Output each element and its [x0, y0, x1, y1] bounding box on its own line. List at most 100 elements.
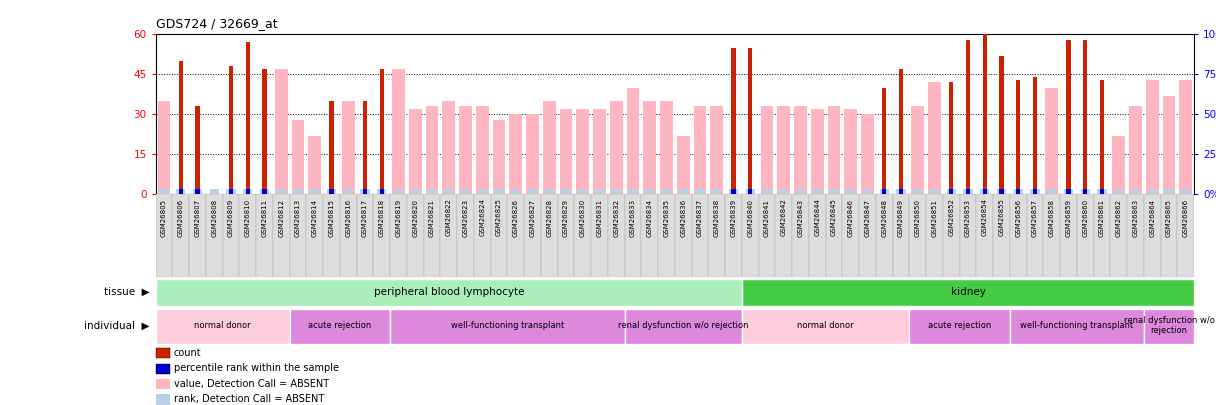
Bar [779, 189, 788, 194]
Bar [1064, 189, 1073, 194]
Bar [761, 107, 773, 194]
Text: individual  ▶: individual ▶ [84, 321, 150, 331]
Bar [899, 69, 903, 194]
Text: GSM26819: GSM26819 [395, 198, 401, 237]
Bar [330, 101, 333, 194]
Bar [1000, 189, 1003, 194]
Bar [844, 109, 857, 194]
Bar [1046, 88, 1058, 194]
Bar [843, 194, 860, 277]
Text: GSM26864: GSM26864 [1149, 198, 1155, 237]
Bar [390, 194, 407, 277]
Bar [731, 189, 736, 194]
Bar [997, 189, 1006, 194]
Bar [1177, 194, 1194, 277]
Bar [1032, 189, 1037, 194]
Bar [1081, 189, 1090, 194]
Bar [646, 189, 654, 194]
Bar [626, 88, 640, 194]
Bar [1077, 194, 1093, 277]
Bar [950, 83, 953, 194]
Bar [1083, 189, 1087, 194]
Text: GSM26848: GSM26848 [882, 198, 888, 237]
Bar [993, 194, 1009, 277]
Bar [562, 189, 570, 194]
Bar [323, 194, 340, 277]
Bar [966, 40, 970, 194]
Bar [524, 194, 541, 277]
Bar [1083, 40, 1087, 194]
Text: GSM26821: GSM26821 [429, 198, 435, 237]
Bar [342, 101, 355, 194]
Bar [1130, 107, 1142, 194]
Bar [677, 136, 689, 194]
Text: GSM26860: GSM26860 [1082, 198, 1088, 237]
Bar [777, 107, 790, 194]
Bar [545, 189, 553, 194]
Text: GSM26851: GSM26851 [931, 198, 938, 237]
Bar [340, 194, 356, 277]
Bar [260, 189, 269, 194]
Bar [1026, 194, 1043, 277]
Bar [1009, 309, 1144, 343]
Text: normal donor: normal donor [195, 321, 250, 330]
Bar [444, 189, 454, 194]
Bar [558, 194, 574, 277]
Text: GSM26835: GSM26835 [664, 198, 670, 237]
Bar [912, 107, 924, 194]
Text: GSM26814: GSM26814 [311, 198, 317, 237]
Bar [179, 61, 182, 194]
Text: rank, Detection Call = ABSENT: rank, Detection Call = ABSENT [174, 394, 325, 404]
Bar [1110, 194, 1127, 277]
Bar [675, 194, 692, 277]
Bar [373, 194, 390, 277]
Bar [709, 194, 725, 277]
Text: value, Detection Call = ABSENT: value, Detection Call = ABSENT [174, 379, 330, 388]
Text: GSM26810: GSM26810 [244, 198, 250, 237]
Bar [980, 189, 990, 194]
Bar [478, 189, 486, 194]
Bar [576, 109, 589, 194]
Bar [156, 194, 173, 277]
Text: GSM26855: GSM26855 [998, 198, 1004, 237]
Text: GSM26861: GSM26861 [1099, 198, 1105, 237]
Bar [460, 107, 472, 194]
Bar [1066, 189, 1070, 194]
Bar [629, 189, 637, 194]
Text: GSM26829: GSM26829 [563, 198, 569, 237]
Text: GSM26815: GSM26815 [328, 198, 334, 237]
Bar [246, 189, 249, 194]
Bar [796, 189, 805, 194]
Bar [379, 69, 384, 194]
Bar [910, 194, 927, 277]
Bar [263, 69, 266, 194]
Text: GSM26866: GSM26866 [1183, 198, 1189, 237]
Text: well-functioning transplant: well-functioning transplant [1020, 321, 1133, 330]
Text: percentile rank within the sample: percentile rank within the sample [174, 363, 339, 373]
Text: well-functioning transplant: well-functioning transplant [451, 321, 564, 330]
Text: GSM26865: GSM26865 [1166, 198, 1172, 237]
Bar [461, 189, 471, 194]
Bar [876, 194, 893, 277]
Bar [206, 194, 223, 277]
Text: GSM26834: GSM26834 [647, 198, 653, 237]
Bar [1043, 194, 1060, 277]
Bar [879, 189, 889, 194]
Text: GSM26809: GSM26809 [229, 198, 233, 237]
Bar [983, 34, 987, 194]
Bar [1017, 80, 1020, 194]
Bar [946, 189, 956, 194]
Bar [742, 309, 910, 343]
Bar [893, 194, 910, 277]
Bar [928, 83, 941, 194]
Bar [1066, 40, 1070, 194]
Bar [541, 194, 558, 277]
Text: GSM26822: GSM26822 [446, 198, 452, 237]
Bar [660, 101, 672, 194]
Bar [792, 194, 809, 277]
Bar [828, 107, 840, 194]
Bar [692, 194, 709, 277]
Bar [826, 194, 843, 277]
Bar [662, 189, 671, 194]
Bar [1093, 194, 1110, 277]
